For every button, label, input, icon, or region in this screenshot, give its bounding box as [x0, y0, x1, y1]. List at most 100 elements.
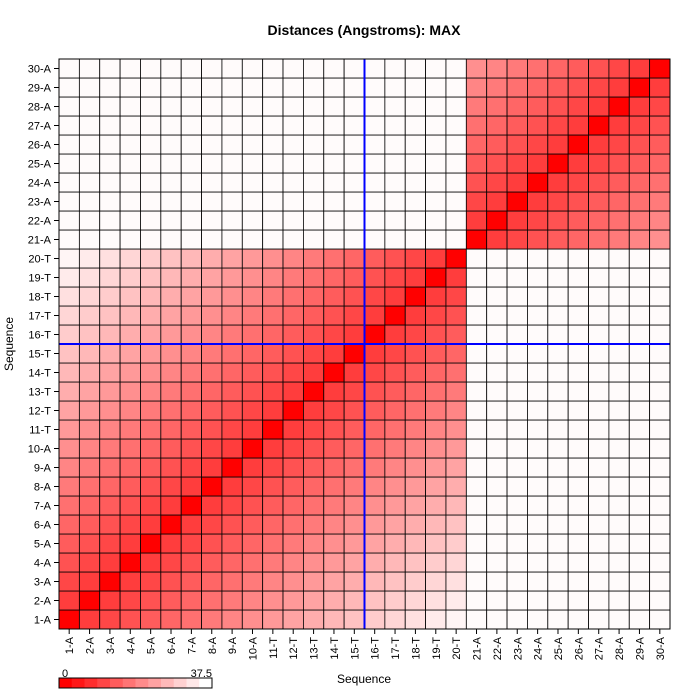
x-tick-label: 16-T [370, 637, 382, 660]
heatmap-cell-16-T-28-A [608, 324, 630, 345]
y-tick-label: 17-T [28, 311, 51, 323]
heatmap-cell-12-T-5-A [140, 400, 162, 421]
x-axis-label: Sequence [337, 672, 391, 686]
heatmap-cell-18-T-21-A [465, 286, 488, 307]
heatmap-cell-7-A-21-A [465, 495, 488, 516]
heatmap-cell-5-A-15-T [343, 533, 365, 554]
heatmap-cell-22-A-11-T [262, 210, 284, 231]
heatmap-cell-15-T-16-T [364, 343, 386, 364]
heatmap-cell-15-T-28-A [608, 343, 630, 364]
heatmap-cell-4-A-5-A [140, 552, 162, 573]
heatmap-cell-24-A-7-A [180, 172, 202, 193]
heatmap-cell-6-A-26-A [567, 514, 589, 535]
legend-max-label: 37.5 [191, 668, 212, 680]
heatmap-cell-11-T-14-T [323, 419, 345, 440]
heatmap-cell-16-T-23-A [506, 324, 528, 345]
heatmap-cell-18-T-3-A [99, 286, 121, 307]
heatmap-cell-29-A-3-A [99, 77, 121, 98]
heatmap-cell-25-A-15-T [343, 153, 365, 174]
heatmap-cell-14-T-3-A [99, 362, 121, 383]
heatmap-cell-4-A-6-A [160, 552, 182, 573]
heatmap-cell-22-A-21-A [465, 210, 488, 231]
heatmap-cell-16-T-20-T [445, 324, 467, 345]
heatmap-cell-18-T-2-A [78, 286, 101, 307]
heatmap-cell-26-A-11-T [262, 134, 284, 155]
x-tick-label: 3-A [105, 636, 117, 654]
heatmap-cell-3-A-25-A [547, 571, 569, 592]
heatmap-cell-24-A-10-A [241, 172, 264, 193]
heatmap-cell-6-A-17-T [384, 514, 406, 535]
heatmap-cell-2-A-24-A [527, 590, 549, 611]
heatmap-cell-1-A-2-A [78, 609, 101, 630]
heatmap-cell-5-A-1-A [58, 533, 80, 554]
heatmap-cell-18-T-26-A [567, 286, 589, 307]
heatmap-cell-9-A-9-A [221, 457, 243, 478]
heatmap-cell-29-A-13-T [302, 77, 325, 98]
heatmap-cell-24-A-13-T [302, 172, 325, 193]
heatmap-cell-11-T-15-T [343, 419, 365, 440]
heatmap-cell-19-T-30-A [649, 267, 671, 288]
heatmap-cell-19-T-21-A [465, 267, 488, 288]
heatmap-cell-3-A-12-T [282, 571, 304, 592]
heatmap-cell-21-A-24-A [527, 229, 549, 250]
heatmap-cell-14-T-16-T [364, 362, 386, 383]
heatmap-cell-8-A-3-A [99, 476, 121, 497]
heatmap-cell-22-A-24-A [527, 210, 549, 231]
heatmap-cell-10-A-25-A [547, 438, 569, 459]
heatmap-cell-3-A-7-A [180, 571, 202, 592]
heatmap-cell-28-A-28-A [608, 96, 630, 117]
heatmap-cell-24-A-15-T [343, 172, 365, 193]
heatmap-cell-26-A-6-A [160, 134, 182, 155]
heatmap-cell-19-T-29-A [628, 267, 651, 288]
y-tick-label: 12-T [28, 406, 51, 418]
heatmap-cell-22-A-26-A [567, 210, 589, 231]
heatmap-cell-22-A-30-A [649, 210, 671, 231]
heatmap-cell-25-A-20-T [445, 153, 467, 174]
heatmap-cell-10-A-27-A [588, 438, 610, 459]
heatmap-cell-20-T-3-A [99, 248, 121, 269]
heatmap-cell-9-A-27-A [588, 457, 610, 478]
heatmap-cell-26-A-14-T [323, 134, 345, 155]
heatmap-cell-14-T-28-A [608, 362, 630, 383]
heatmap-cell-1-A-3-A [99, 609, 121, 630]
heatmap-cell-15-T-18-T [404, 343, 427, 364]
heatmap-cell-3-A-29-A [628, 571, 651, 592]
heatmap-cell-15-T-2-A [78, 343, 101, 364]
heatmap-cell-16-T-14-T [323, 324, 345, 345]
heatmap-cell-23-A-16-T [364, 191, 386, 212]
heatmap-cell-23-A-23-A [506, 191, 528, 212]
heatmap-cell-3-A-3-A [99, 571, 121, 592]
heatmap-cell-12-T-17-T [384, 400, 406, 421]
heatmap-cell-17-T-20-T [445, 305, 467, 326]
heatmap-cell-22-A-27-A [588, 210, 610, 231]
heatmap-cell-17-T-14-T [323, 305, 345, 326]
heatmap-cell-13-T-15-T [343, 381, 365, 402]
heatmap-cell-22-A-28-A [608, 210, 630, 231]
heatmap-cell-28-A-4-A [119, 96, 141, 117]
y-tick-label: 15-T [28, 349, 51, 361]
heatmap-cell-7-A-27-A [588, 495, 610, 516]
heatmap-cell-21-A-4-A [119, 229, 141, 250]
heatmap-cell-10-A-16-T [364, 438, 386, 459]
heatmap-cell-29-A-20-T [445, 77, 467, 98]
heatmap-cell-26-A-5-A [140, 134, 162, 155]
heatmap-cell-21-A-21-A [465, 229, 488, 250]
heatmap-cell-24-A-22-A [486, 172, 508, 193]
y-tick-label: 30-A [28, 64, 52, 76]
heatmap-cell-21-A-7-A [180, 229, 202, 250]
heatmap-cell-4-A-28-A [608, 552, 630, 573]
heatmap-cell-11-T-19-T [425, 419, 447, 440]
heatmap-cell-19-T-27-A [588, 267, 610, 288]
heatmap-cell-9-A-24-A [527, 457, 549, 478]
heatmap-cell-26-A-19-T [425, 134, 447, 155]
x-tick-label: 26-A [573, 636, 585, 660]
heatmap-cell-6-A-11-T [262, 514, 284, 535]
heatmap-cell-20-T-11-T [262, 248, 284, 269]
heatmap-cell-29-A-26-A [567, 77, 589, 98]
heatmap-cell-16-T-10-A [241, 324, 264, 345]
heatmap-cell-21-A-29-A [628, 229, 651, 250]
heatmap-cell-6-A-16-T [364, 514, 386, 535]
heatmap-cell-24-A-5-A [140, 172, 162, 193]
x-tick-label: 17-T [390, 637, 402, 660]
heatmap-cell-29-A-11-T [262, 77, 284, 98]
